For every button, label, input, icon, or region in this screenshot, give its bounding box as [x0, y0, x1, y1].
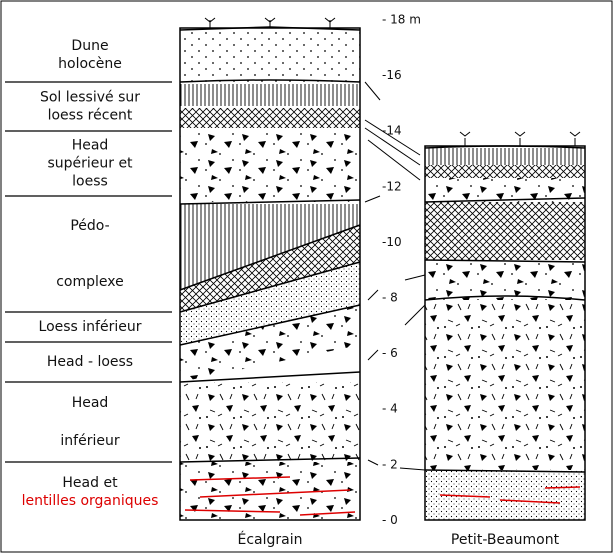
label-separators [5, 81, 172, 463]
site-label: Petit-Beaumont [451, 532, 560, 548]
layer-label: Dune [71, 38, 108, 54]
scale-label: - 4 [382, 402, 398, 416]
site-label: Écalgrain [238, 531, 303, 548]
layer-label: complexe [56, 274, 124, 290]
layer-label: inférieur [60, 433, 119, 449]
layer-label: Loess inférieur [39, 319, 142, 335]
column-ecalgrain [179, 17, 361, 521]
scale-label: -14 [382, 124, 402, 138]
scale-label: - 0 [382, 513, 398, 527]
scale-label: - 6 [382, 346, 398, 360]
layer-label: lentilles organiques [22, 493, 159, 509]
layer-label: Head et [62, 475, 118, 491]
scale-label: -16 [382, 68, 402, 82]
layer-label: loess récent [48, 108, 133, 124]
layer-label: Head [72, 138, 109, 154]
layer-label: holocène [58, 56, 122, 72]
layer-label: supérieur et [47, 156, 133, 172]
column-petit-beaumont [424, 131, 586, 521]
scale-label: - 2 [382, 457, 398, 471]
scale-label: -12 [382, 179, 402, 193]
layer-label: Head - loess [47, 354, 133, 370]
scale-label: - 8 [382, 291, 398, 305]
layer-label: Sol lessivé sur [40, 90, 140, 106]
correlation-lines [364, 81, 426, 471]
layer-label: Head [72, 395, 109, 411]
scale-label: -10 [382, 235, 402, 249]
layer-label: Pédo- [70, 218, 109, 234]
scale-label: - 18 m [382, 13, 421, 27]
layer-label: loess [72, 174, 108, 190]
